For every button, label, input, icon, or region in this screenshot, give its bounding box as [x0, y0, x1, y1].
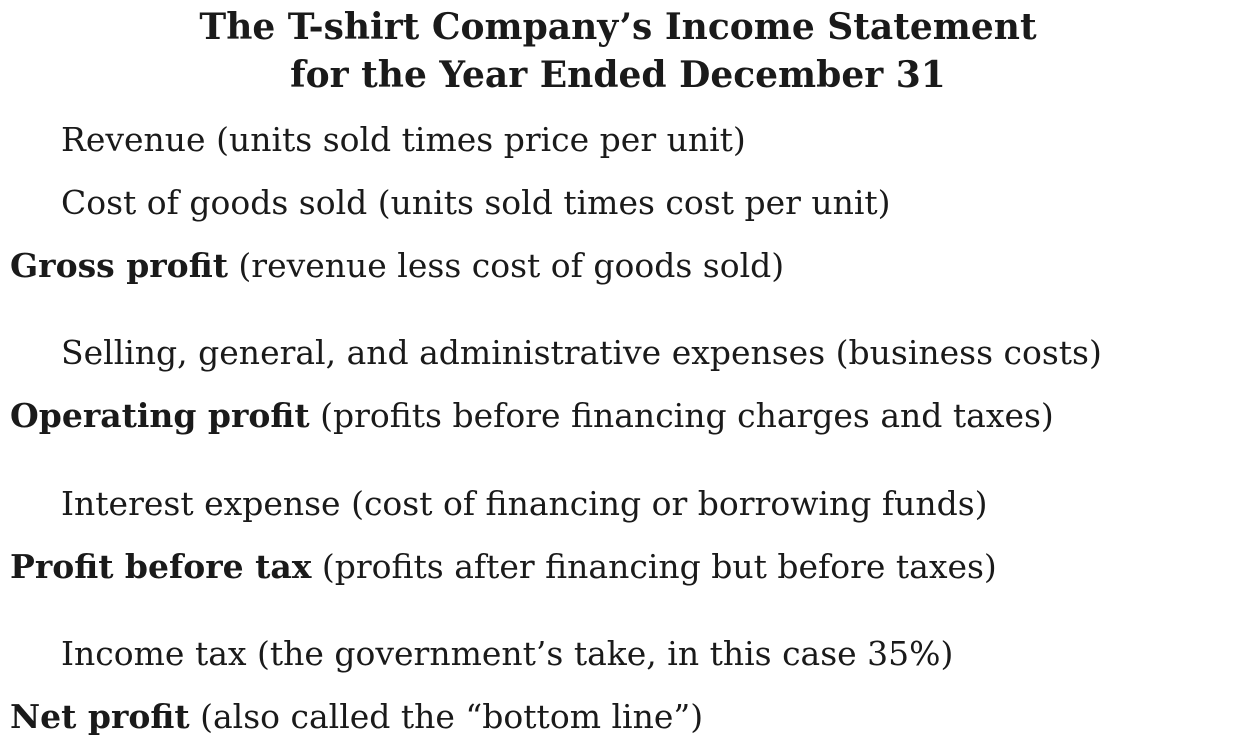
net-profit-description: (also called the “bottom line”) [189, 697, 704, 736]
cost-of-goods-sold-line: Cost of goods sold (units sold times cos… [61, 183, 891, 222]
net-profit-label: Net profit [10, 697, 190, 736]
operating-profit-line: Operating profit (profits before financi… [10, 396, 1054, 436]
gross-profit-description: (revenue less cost of goods sold) [227, 246, 785, 285]
title-line-1: The T-shirt Company’s Income Statement [199, 6, 1037, 48]
revenue-line: Revenue (units sold times price per unit… [61, 120, 746, 159]
net-profit-line: Net profit (also called the “bottom line… [10, 697, 703, 737]
operating-profit-label: Operating profit [10, 396, 310, 435]
interest-expense-line: Interest expense (cost of financing or b… [61, 484, 988, 523]
gross-profit-label: Gross profit [10, 246, 228, 285]
income-tax-line: Income tax (the government’s take, in th… [61, 634, 954, 673]
sga-expenses-line: Selling, general, and administrative exp… [61, 333, 1102, 372]
profit-before-tax-label: Profit before tax [10, 547, 312, 586]
title-line-2: for the Year Ended December 31 [290, 54, 946, 96]
gross-profit-line: Gross profit (revenue less cost of goods… [10, 246, 784, 286]
profit-before-tax-description: (profits after financing but before taxe… [311, 547, 997, 586]
operating-profit-description: (profits before financing charges and ta… [309, 396, 1054, 435]
profit-before-tax-line: Profit before tax (profits after financi… [10, 547, 997, 587]
